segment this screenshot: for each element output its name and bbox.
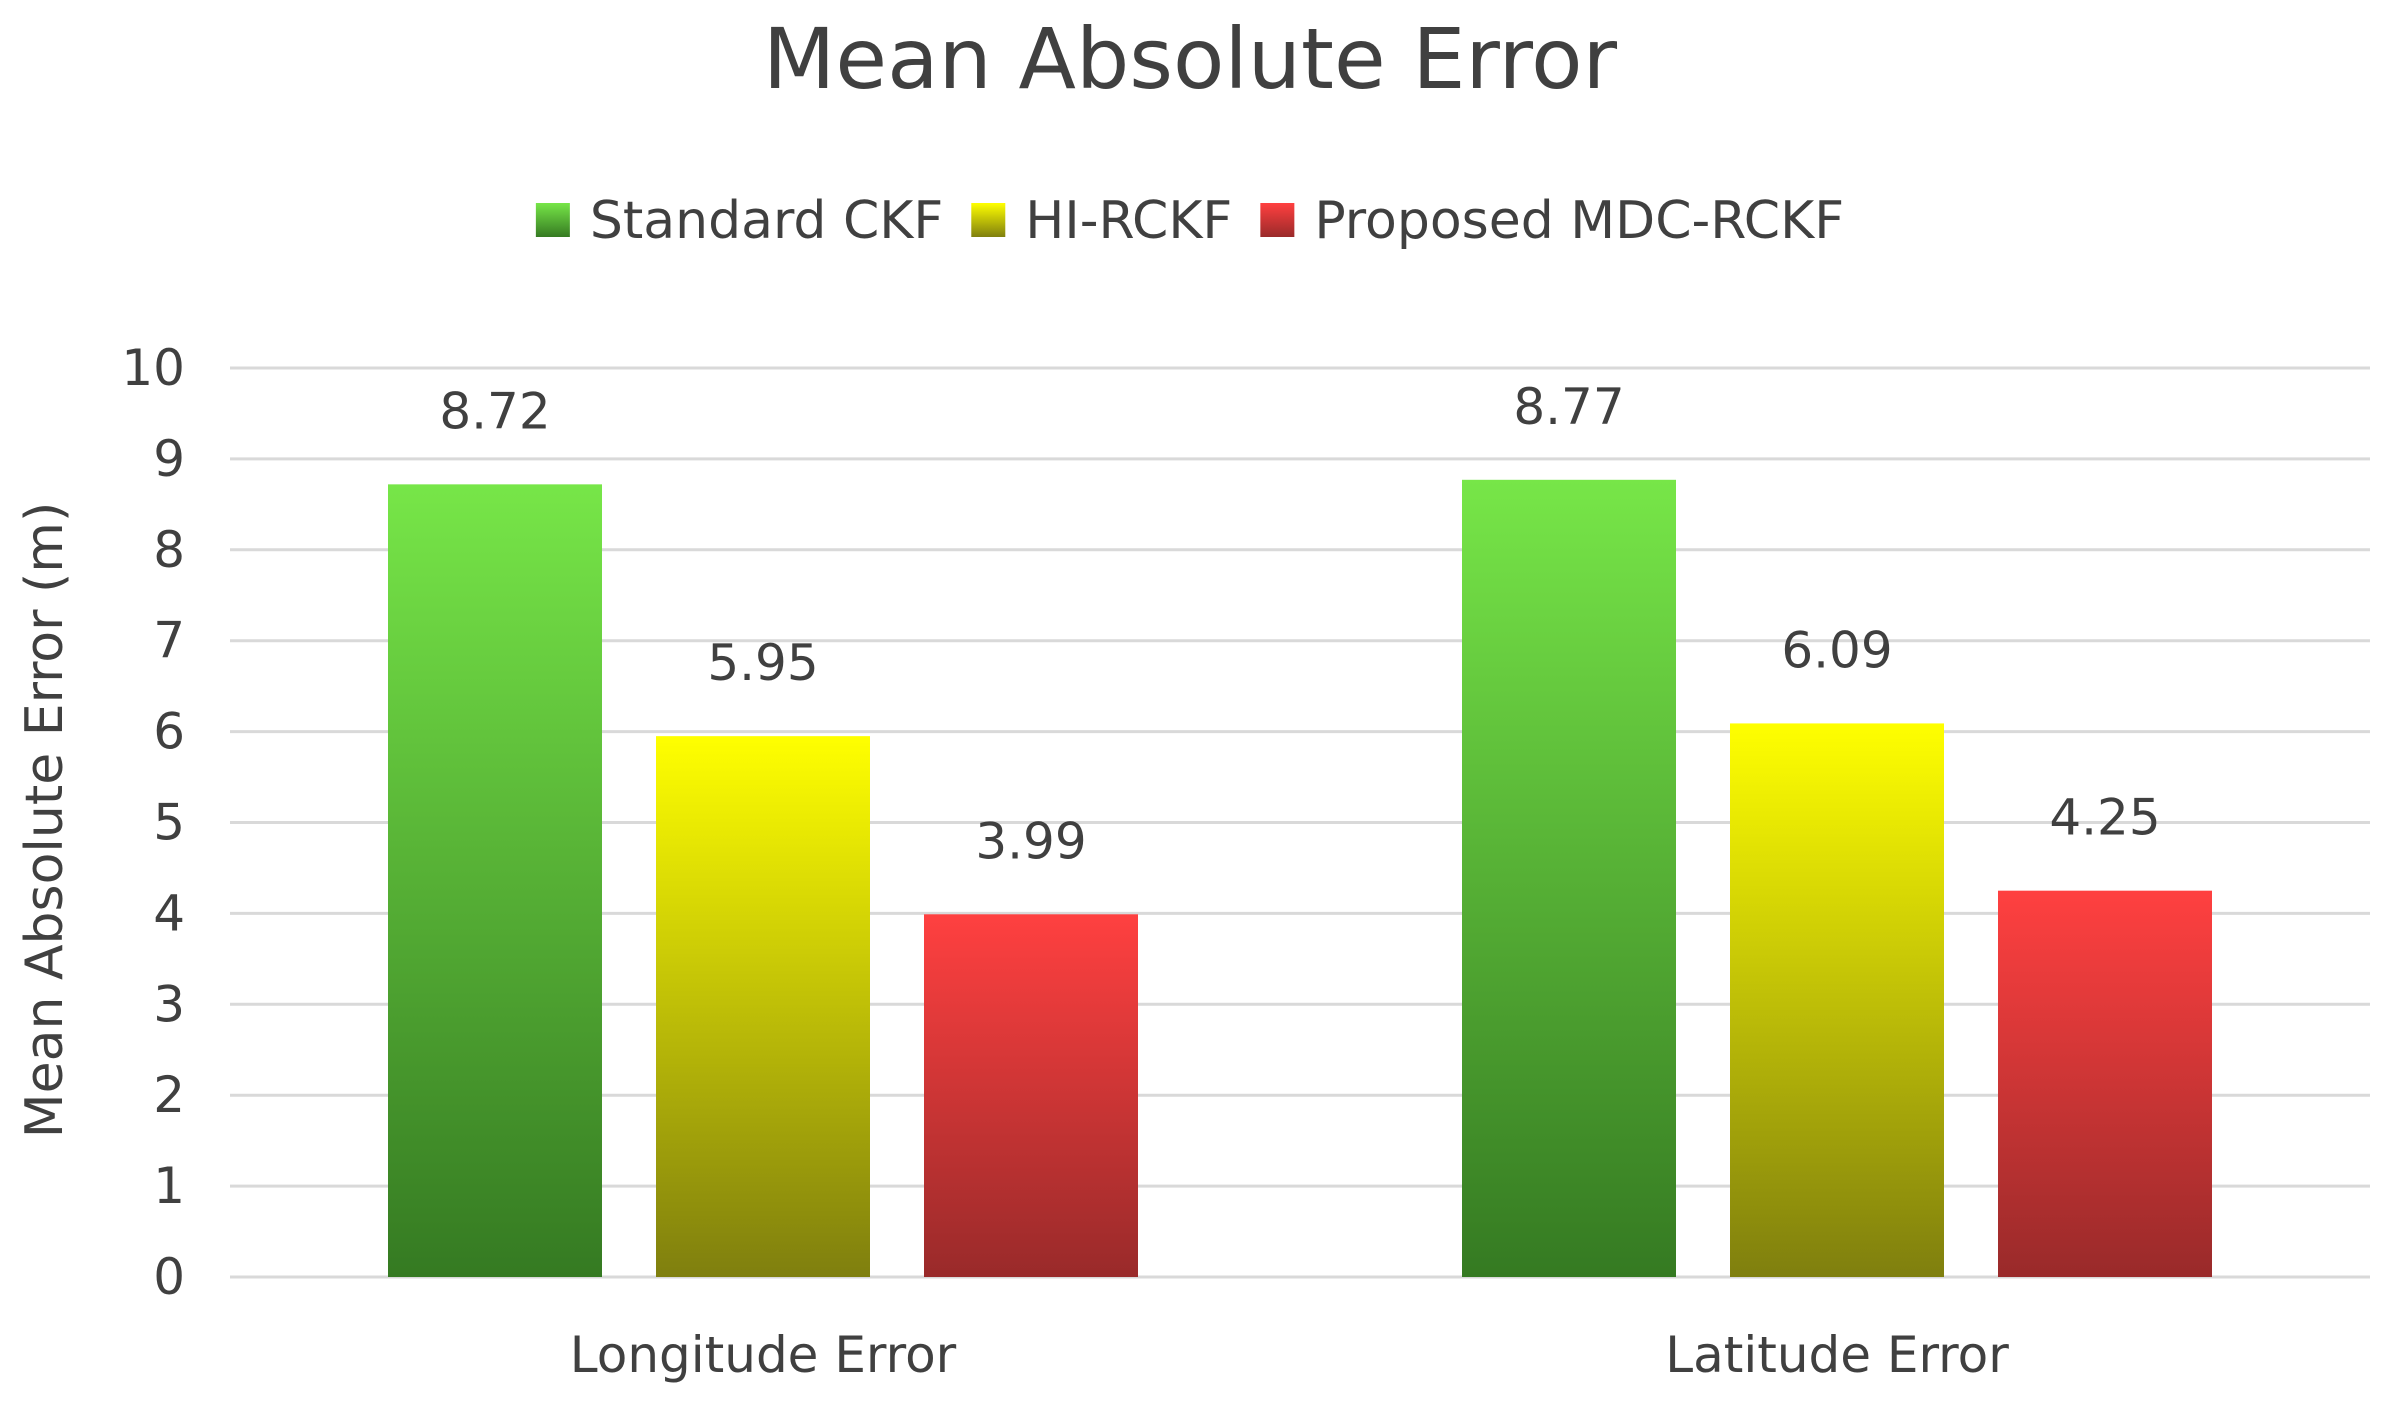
x-category-label: Longitude Error xyxy=(570,1326,957,1384)
y-axis-label: Mean Absolute Error (m) xyxy=(15,502,75,1139)
y-tick-label: 7 xyxy=(153,612,185,670)
x-axis-category-labels: Longitude Error Latitude Error xyxy=(570,1326,2009,1384)
y-tick-label: 1 xyxy=(153,1157,185,1215)
legend-swatch xyxy=(1260,203,1295,237)
data-label: 5.95 xyxy=(707,634,818,692)
y-tick-label: 0 xyxy=(153,1248,185,1306)
legend-item: Standard CKF xyxy=(535,191,943,251)
data-label: 8.72 xyxy=(439,382,550,440)
y-axis-ticks: 0 1 2 3 4 5 6 7 8 9 10 xyxy=(121,339,185,1306)
bar-hi-rckf-longitude-error xyxy=(656,736,870,1277)
data-labels: 8.72 5.95 3.99 8.77 6.09 4.25 xyxy=(439,378,2160,871)
legend-label: Proposed MDC-RCKF xyxy=(1314,191,1844,251)
legend-item: Proposed MDC-RCKF xyxy=(1260,191,1844,251)
data-label: 3.99 xyxy=(975,812,1086,870)
bar-standard-ckf-latitude-error xyxy=(1462,479,1676,1277)
data-label: 6.09 xyxy=(1781,621,1892,679)
legend-swatch xyxy=(971,203,1006,237)
bar-hi-rckf-latitude-error xyxy=(1730,723,1944,1277)
y-tick-label: 5 xyxy=(153,794,185,852)
data-label: 4.25 xyxy=(2049,789,2160,847)
x-category-label: Latitude Error xyxy=(1665,1326,2009,1384)
y-tick-label: 6 xyxy=(153,703,185,761)
y-tick-label: 8 xyxy=(153,521,185,579)
bar-proposed-mdc-rckf-latitude-error xyxy=(1998,890,2212,1277)
y-tick-label: 9 xyxy=(153,430,185,488)
y-tick-label: 2 xyxy=(153,1066,185,1124)
legend-swatch xyxy=(535,203,570,237)
y-tick-label: 3 xyxy=(153,975,185,1033)
bars xyxy=(388,479,2212,1277)
bar-standard-ckf-longitude-error xyxy=(388,484,602,1277)
y-tick-label: 4 xyxy=(153,884,185,942)
data-label: 8.77 xyxy=(1513,378,1624,436)
chart-title: Mean Absolute Error xyxy=(763,10,1618,108)
legend-item: HI-RCKF xyxy=(971,191,1232,251)
legend-label: HI-RCKF xyxy=(1025,191,1232,251)
legend-label: Standard CKF xyxy=(590,191,943,251)
bar-proposed-mdc-rckf-longitude-error xyxy=(924,914,1138,1277)
y-tick-label: 10 xyxy=(121,339,185,397)
legend: Standard CKF HI-RCKF Proposed MDC-RCKF xyxy=(535,191,1844,251)
